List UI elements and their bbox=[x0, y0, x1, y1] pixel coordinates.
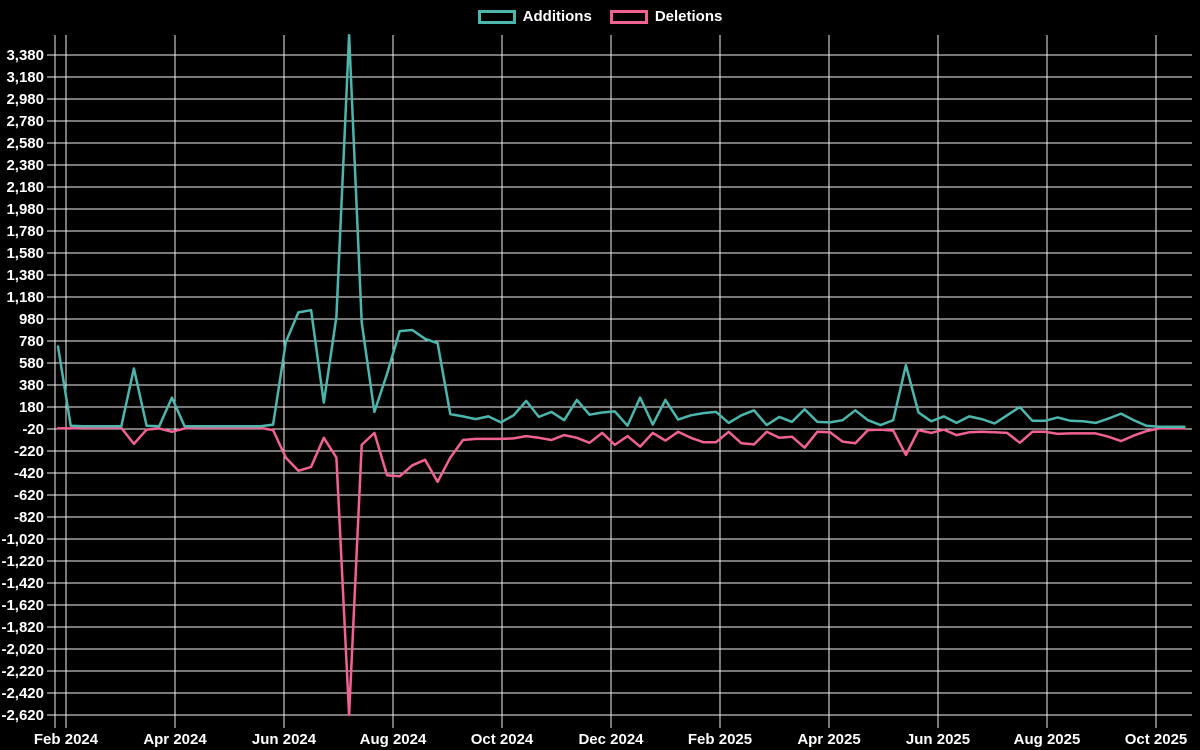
svg-text:-1,020: -1,020 bbox=[1, 531, 44, 548]
svg-text:-1,820: -1,820 bbox=[1, 619, 44, 636]
svg-text:Aug 2024: Aug 2024 bbox=[360, 731, 427, 748]
svg-text:Oct 2025: Oct 2025 bbox=[1125, 731, 1188, 748]
chart-legend: Additions Deletions bbox=[0, 8, 1200, 25]
legend-label-additions: Additions bbox=[522, 8, 592, 25]
svg-text:Apr 2025: Apr 2025 bbox=[797, 731, 860, 748]
svg-text:-1,620: -1,620 bbox=[1, 597, 44, 614]
svg-text:1,980: 1,980 bbox=[6, 201, 44, 218]
svg-text:-2,620: -2,620 bbox=[1, 707, 44, 724]
x-axis-labels: Feb 2024 Apr 2024 Jun 2024 Aug 2024 Oct 2024… bbox=[34, 731, 1187, 748]
additions-line bbox=[56, 33, 1186, 429]
svg-text:-1,420: -1,420 bbox=[1, 575, 44, 592]
svg-text:-2,020: -2,020 bbox=[1, 641, 44, 658]
svg-text:Jun 2024: Jun 2024 bbox=[252, 731, 317, 748]
svg-text:380: 380 bbox=[19, 377, 44, 394]
deletions-swatch-icon bbox=[609, 9, 648, 24]
svg-text:580: 580 bbox=[19, 355, 44, 372]
svg-text:-820: -820 bbox=[14, 509, 44, 526]
legend-item-additions[interactable]: Additions bbox=[477, 8, 592, 25]
svg-text:2,580: 2,580 bbox=[6, 135, 44, 152]
svg-text:180: 180 bbox=[19, 399, 44, 416]
y-axis-labels: 3,380 3,180 2,980 2,780 2,580 2,380 2,180 1,980… bbox=[1, 47, 44, 724]
svg-text:3,380: 3,380 bbox=[6, 47, 44, 64]
svg-text:1,580: 1,580 bbox=[6, 245, 44, 262]
svg-text:2,180: 2,180 bbox=[6, 179, 44, 196]
svg-text:Jun 2025: Jun 2025 bbox=[906, 731, 970, 748]
svg-text:980: 980 bbox=[19, 311, 44, 328]
svg-text:-2,420: -2,420 bbox=[1, 685, 44, 702]
svg-text:2,980: 2,980 bbox=[6, 91, 44, 108]
legend-item-deletions[interactable]: Deletions bbox=[609, 8, 723, 25]
svg-text:-1,220: -1,220 bbox=[1, 553, 44, 570]
svg-text:2,380: 2,380 bbox=[6, 157, 44, 174]
svg-text:Feb 2025: Feb 2025 bbox=[688, 731, 752, 748]
svg-text:-420: -420 bbox=[14, 465, 44, 482]
legend-label-deletions: Deletions bbox=[654, 8, 723, 25]
gridlines bbox=[47, 35, 1192, 728]
svg-text:-2,220: -2,220 bbox=[1, 663, 44, 680]
svg-text:3,180: 3,180 bbox=[6, 69, 44, 86]
svg-text:Aug 2025: Aug 2025 bbox=[1014, 731, 1081, 748]
svg-text:Apr 2024: Apr 2024 bbox=[143, 731, 207, 748]
additions-swatch-icon bbox=[477, 9, 516, 24]
svg-text:-220: -220 bbox=[14, 443, 44, 460]
svg-text:-20: -20 bbox=[22, 421, 44, 438]
svg-text:Dec 2024: Dec 2024 bbox=[578, 731, 644, 748]
svg-text:1,180: 1,180 bbox=[6, 289, 44, 306]
deletions-line bbox=[56, 426, 1186, 717]
svg-text:Oct 2024: Oct 2024 bbox=[471, 731, 534, 748]
svg-text:1,380: 1,380 bbox=[6, 267, 44, 284]
svg-text:780: 780 bbox=[19, 333, 44, 350]
svg-text:1,780: 1,780 bbox=[6, 223, 44, 240]
svg-text:Feb 2024: Feb 2024 bbox=[34, 731, 99, 748]
svg-text:-620: -620 bbox=[14, 487, 44, 504]
svg-text:2,780: 2,780 bbox=[6, 113, 44, 130]
